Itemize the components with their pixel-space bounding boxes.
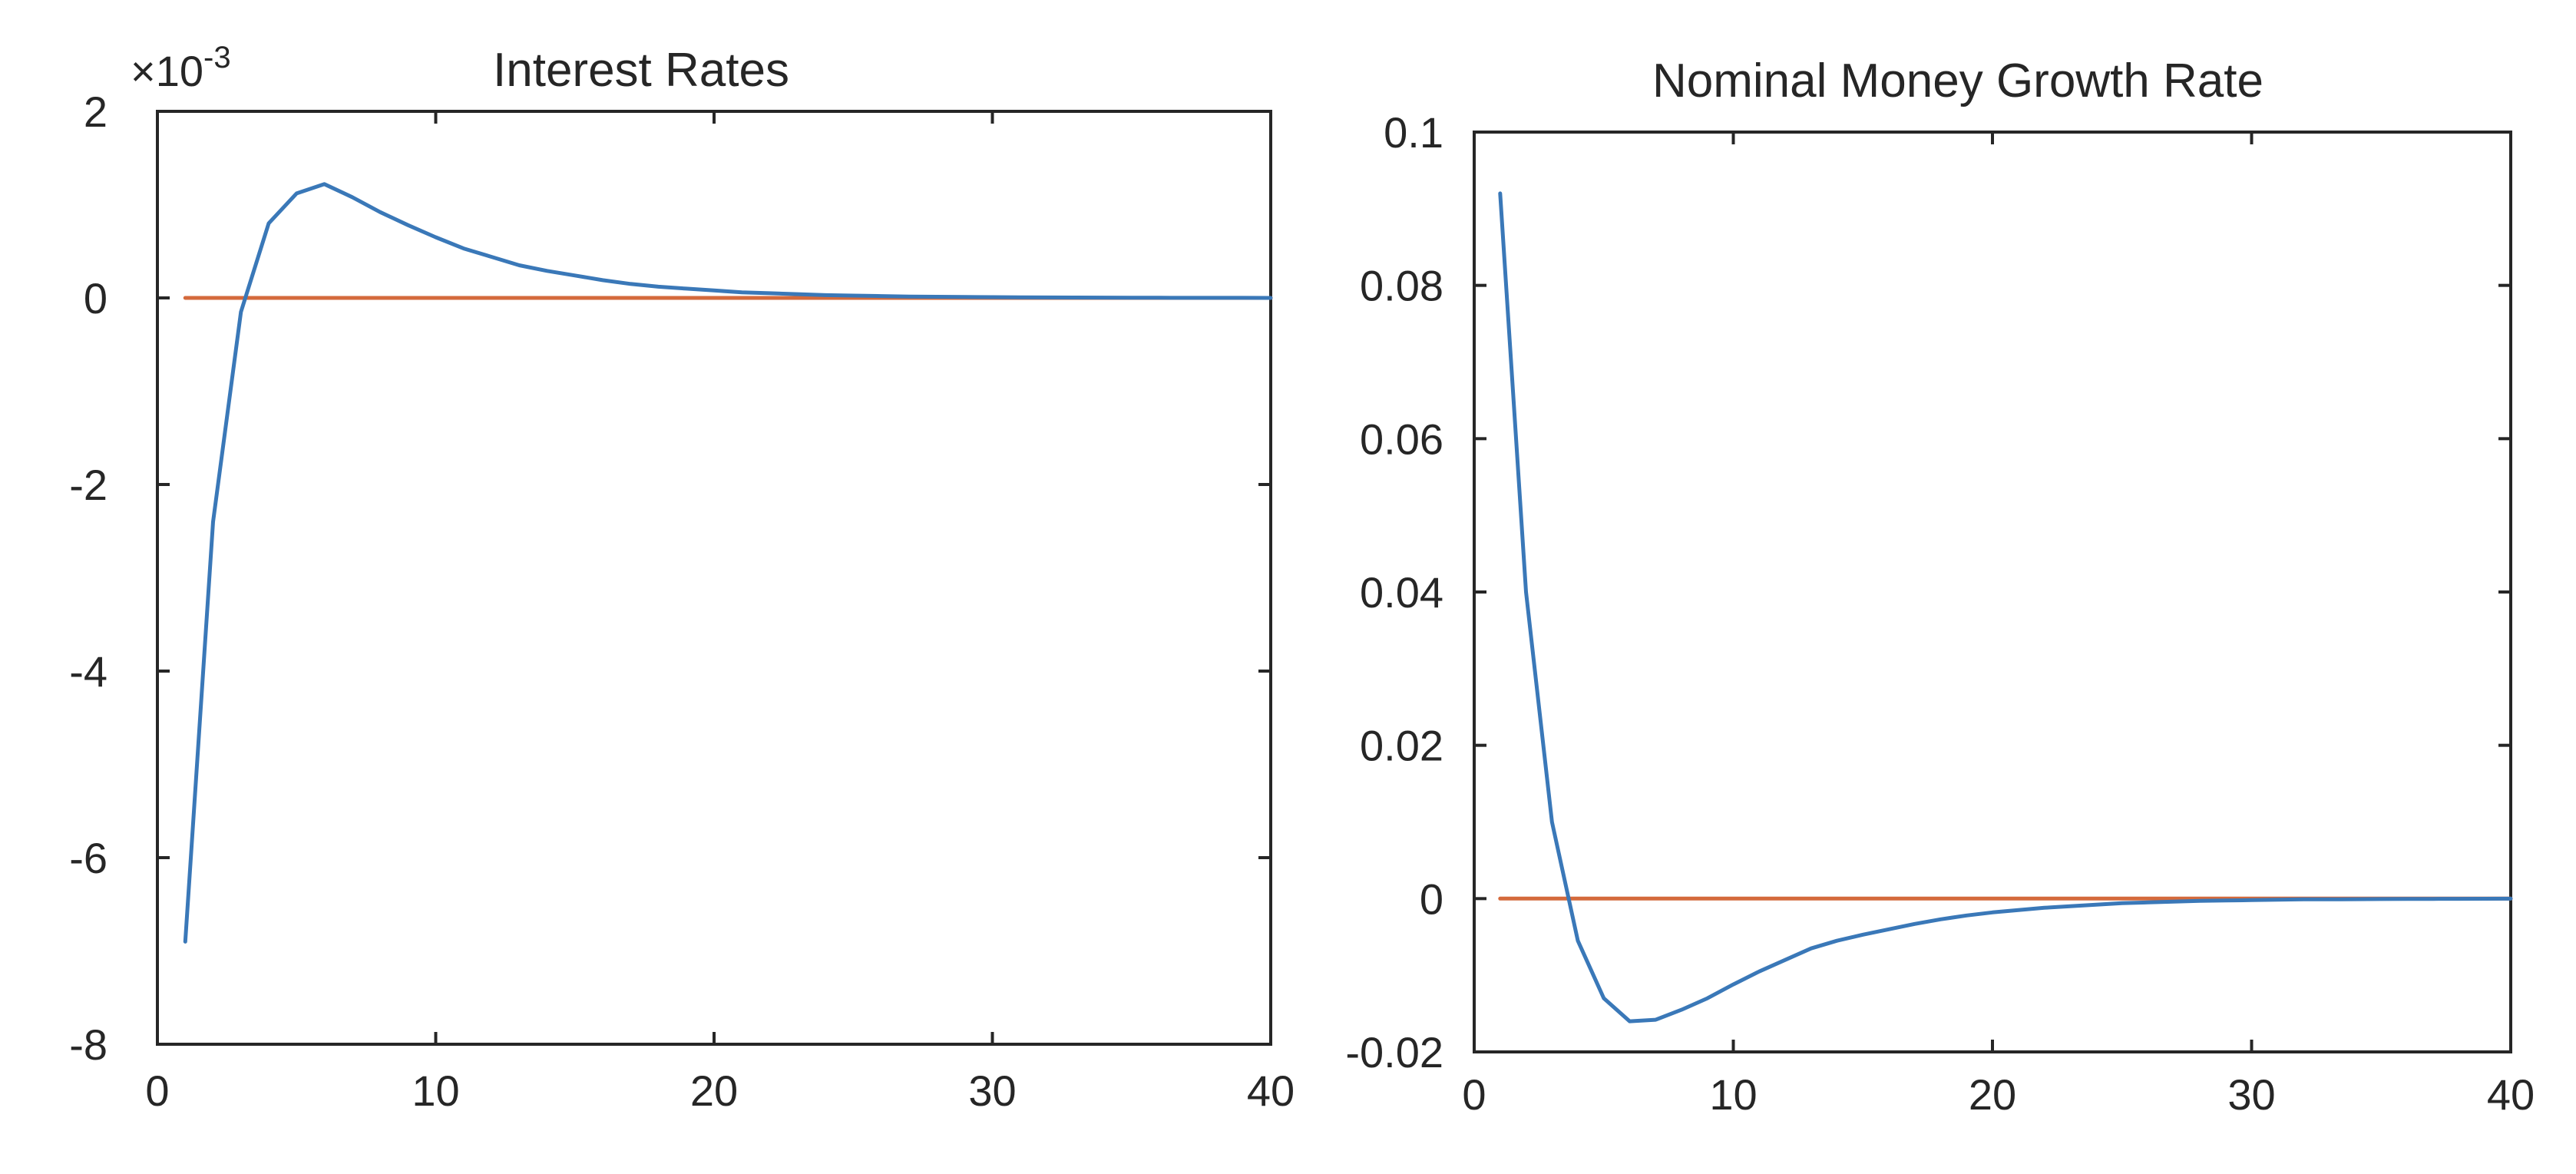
y-tick-label: 0.02 <box>1360 722 1443 770</box>
y-tick-label: -4 <box>69 647 107 696</box>
chart-panel-2: Nominal Money Growth Rate 0 10 20 30 40 -0.02 0… <box>1345 55 2535 1119</box>
y-tick-label: 0.08 <box>1360 262 1443 310</box>
x-tick-label: 20 <box>690 1067 738 1115</box>
y-tick-label: -2 <box>69 461 107 509</box>
series-line-response <box>1498 191 2513 1024</box>
x-tick-label: 40 <box>2487 1070 2535 1119</box>
chart-title: Interest Rates <box>493 44 789 97</box>
x-tick-label: 10 <box>1709 1070 1757 1119</box>
series-line-response <box>183 182 1273 944</box>
y-tick-label: 0.06 <box>1360 415 1443 463</box>
plot-frame <box>156 110 1272 1046</box>
x-tick-label: 40 <box>1247 1067 1295 1115</box>
chart-panel-1: Interest Rates 0 10 20 30 40 -8 -6 -4 -2 0 2 ×10-3 <box>69 41 1295 1115</box>
chart-title: Nominal Money Growth Rate <box>1652 55 2264 107</box>
x-tick-label: 10 <box>412 1067 459 1115</box>
y-tick-label: -8 <box>69 1020 107 1069</box>
y-scale-exponent-label: ×10-3 <box>131 41 231 95</box>
y-tick-label: 0 <box>1420 875 1443 923</box>
x-tick-label: 30 <box>968 1067 1016 1115</box>
y-scale-exponent-base: ×10 <box>131 47 203 95</box>
y-scale-exponent-power: -3 <box>203 41 231 74</box>
y-tick-label: 0 <box>84 274 107 322</box>
y-tick-label: -6 <box>69 834 107 882</box>
y-tick-label: 0.04 <box>1360 568 1443 617</box>
y-tick-label: -0.02 <box>1345 1028 1443 1076</box>
x-tick-label: 30 <box>2227 1070 2275 1119</box>
y-tick-label: 0.1 <box>1384 108 1443 157</box>
x-tick-label: 0 <box>145 1067 169 1115</box>
y-tick-label: 2 <box>84 88 107 136</box>
x-tick-label: 0 <box>1462 1070 1486 1119</box>
x-tick-label: 20 <box>1969 1070 2016 1119</box>
